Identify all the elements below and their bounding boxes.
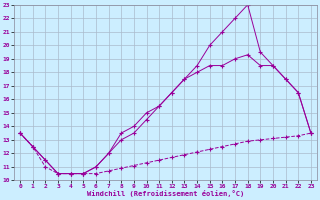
X-axis label: Windchill (Refroidissement éolien,°C): Windchill (Refroidissement éolien,°C) xyxy=(87,190,244,197)
